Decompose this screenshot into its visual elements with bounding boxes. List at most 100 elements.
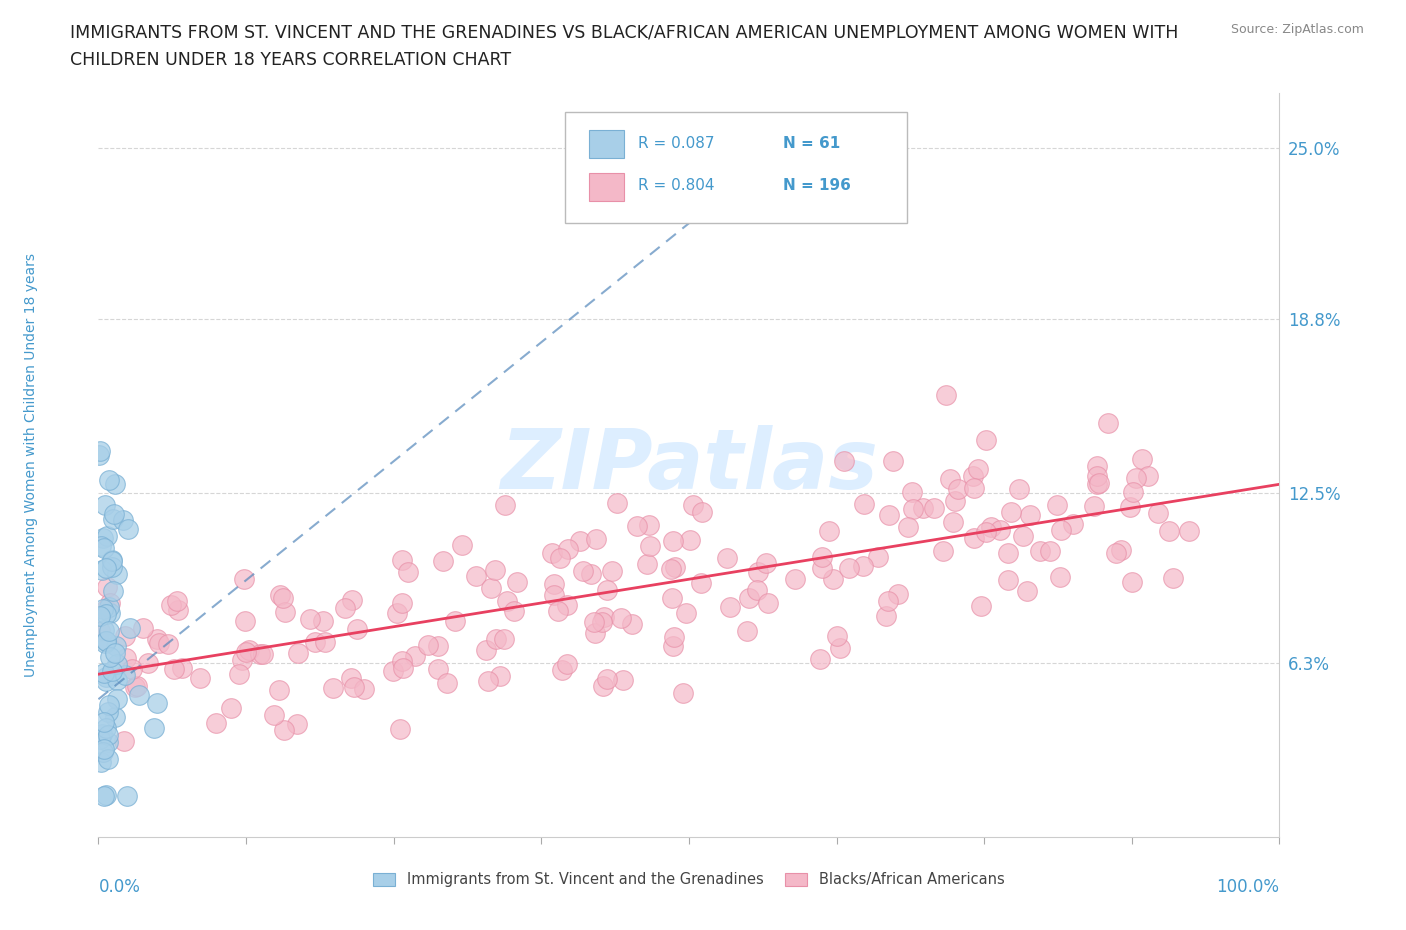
Point — [385, 606, 408, 621]
Point — [1028, 543, 1050, 558]
Point — [997, 573, 1019, 588]
Point — [163, 661, 186, 676]
Point — [233, 613, 256, 628]
Point — [426, 662, 449, 677]
Point — [93, 623, 115, 638]
Point — [675, 605, 697, 620]
Point — [974, 525, 997, 539]
Point — [285, 716, 308, 731]
Point — [96, 602, 118, 617]
Point — [114, 629, 136, 644]
Point — [943, 494, 966, 509]
Point — [494, 498, 516, 512]
Point — [475, 643, 498, 658]
Point — [120, 621, 142, 636]
Point — [382, 663, 405, 678]
Point — [96, 670, 118, 684]
Point — [136, 656, 159, 671]
FancyBboxPatch shape — [589, 173, 624, 201]
Point — [990, 522, 1012, 537]
Point — [637, 557, 659, 572]
Point — [231, 653, 253, 668]
Point — [146, 696, 169, 711]
Point — [263, 708, 285, 723]
Point — [273, 604, 295, 619]
Text: N = 196: N = 196 — [783, 179, 851, 193]
Point — [1147, 506, 1170, 521]
Point — [543, 587, 565, 602]
Point — [494, 631, 516, 646]
Point — [238, 643, 260, 658]
FancyBboxPatch shape — [589, 130, 624, 158]
Point — [811, 550, 834, 565]
Point — [322, 680, 344, 695]
Point — [877, 507, 900, 522]
Point — [100, 663, 122, 678]
Point — [166, 593, 188, 608]
Point — [97, 698, 120, 712]
Point — [1119, 499, 1142, 514]
Point — [690, 505, 713, 520]
Point — [105, 657, 128, 671]
Point — [287, 645, 309, 660]
Point — [105, 566, 128, 581]
Point — [664, 560, 686, 575]
Point — [661, 591, 683, 605]
Point — [252, 646, 274, 661]
Point — [91, 744, 114, 759]
Point — [662, 639, 685, 654]
Point — [1161, 571, 1184, 586]
Point — [91, 563, 114, 578]
Text: ZIPatlas: ZIPatlas — [501, 424, 877, 506]
Point — [887, 587, 910, 602]
Point — [166, 603, 188, 618]
Point — [837, 560, 859, 575]
Point — [897, 520, 920, 535]
Point — [157, 637, 180, 652]
Point — [94, 635, 117, 650]
Point — [479, 580, 502, 595]
Point — [1105, 546, 1128, 561]
Point — [314, 635, 336, 650]
Point — [938, 472, 960, 486]
Point — [1085, 468, 1108, 483]
Point — [572, 564, 595, 578]
Point — [391, 552, 413, 567]
Point — [391, 653, 413, 668]
Point — [548, 551, 571, 565]
Point — [101, 560, 124, 575]
Point — [89, 447, 111, 462]
Point — [93, 789, 115, 804]
Point — [1085, 458, 1108, 473]
Point — [484, 631, 506, 646]
Point — [93, 601, 115, 616]
Point — [922, 500, 945, 515]
Point — [903, 501, 925, 516]
Point — [610, 610, 633, 625]
Point — [747, 565, 769, 579]
Point — [1177, 524, 1199, 538]
Point — [117, 522, 139, 537]
Point — [114, 650, 136, 665]
Point — [962, 531, 984, 546]
Point — [496, 593, 519, 608]
Point — [1125, 471, 1147, 485]
Point — [1039, 543, 1062, 558]
Point — [997, 546, 1019, 561]
Point — [755, 555, 778, 570]
Point — [1083, 499, 1105, 514]
Point — [626, 518, 648, 533]
Point — [852, 497, 875, 512]
Point — [93, 666, 115, 681]
Point — [112, 512, 135, 527]
Point — [90, 754, 112, 769]
Point — [592, 679, 614, 694]
Point — [346, 621, 368, 636]
Point — [426, 639, 449, 654]
Point — [817, 524, 839, 538]
Point — [101, 512, 124, 526]
Point — [1000, 504, 1022, 519]
Text: Unemployment Among Women with Children Under 18 years: Unemployment Among Women with Children U… — [24, 253, 38, 677]
Point — [756, 596, 779, 611]
Point — [172, 660, 194, 675]
